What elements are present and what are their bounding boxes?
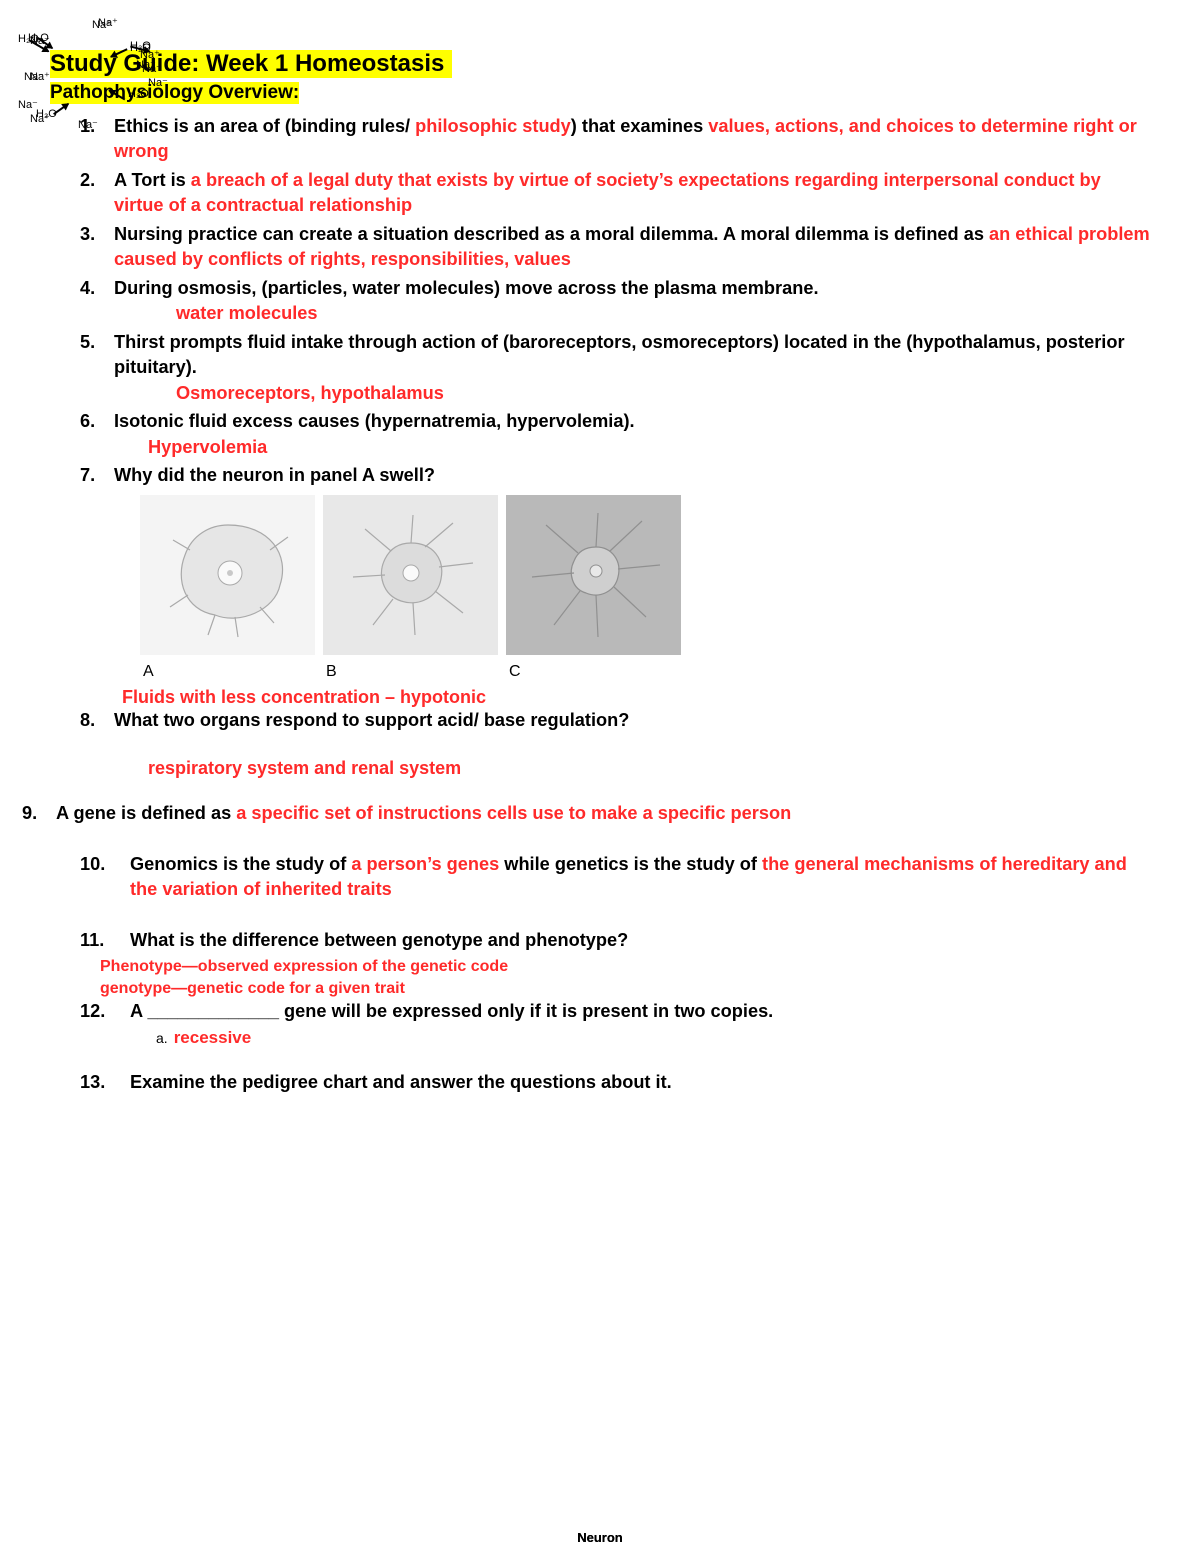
item-text: ) that examines bbox=[571, 116, 708, 136]
sub-list: a. recessive bbox=[156, 1028, 1150, 1048]
list-item: 10. Genomics is the study of a person’s … bbox=[80, 852, 1150, 903]
answer-inline: a breach of a legal duty that exists by … bbox=[114, 170, 1101, 215]
sub-marker: a. bbox=[156, 1030, 168, 1046]
ion-label: Na⁺ bbox=[136, 58, 156, 71]
answer-line: water molecules bbox=[176, 301, 1150, 326]
ion-label: Na⁻ bbox=[24, 70, 44, 83]
item-number: 10. bbox=[80, 852, 105, 877]
sub-list-item: a. recessive bbox=[156, 1028, 1150, 1048]
neuron-caption: Neuron bbox=[0, 1530, 1200, 1545]
item-text: Nursing practice can create a situation … bbox=[114, 224, 989, 244]
item-text: Why did the neuron in panel A swell? bbox=[114, 465, 435, 485]
item-text: while genetics is the study of bbox=[499, 854, 762, 874]
panel-letter: A bbox=[143, 663, 315, 681]
list-item: 12. A _____________ gene will be express… bbox=[80, 999, 1150, 1024]
item-text: What is the difference between genotype … bbox=[130, 930, 628, 950]
item-text: A gene is defined as bbox=[56, 803, 236, 823]
ion-label: Na⁻ bbox=[30, 34, 50, 47]
item-text: Examine the pedigree chart and answer th… bbox=[130, 1072, 672, 1092]
answer-phenotype: Phenotype—observed expression of the gen… bbox=[100, 956, 1150, 978]
list-item: 13. Examine the pedigree chart and answe… bbox=[80, 1070, 1150, 1095]
answer-line: Osmoreceptors, hypothalamus bbox=[176, 381, 1150, 406]
item-text: During osmosis, (particles, water molecu… bbox=[114, 278, 819, 298]
item-number: 5. bbox=[80, 330, 95, 355]
neuron-diagram: H₂O Na⁺ Na⁻ Neuron A Na⁺ H₂O bbox=[140, 495, 1150, 681]
list-item: 8. What two organs respond to support ac… bbox=[80, 708, 1150, 733]
item-text: Ethics is an area of (binding rules/ bbox=[114, 116, 415, 136]
answer-genotype: genotype—genetic code for a given trait bbox=[100, 978, 1150, 1000]
ion-label: Na⁻ bbox=[18, 98, 38, 111]
list-item: 9. A gene is defined as a specific set o… bbox=[22, 801, 1150, 826]
item-number: 13. bbox=[80, 1070, 105, 1095]
list-item: 7. Why did the neuron in panel A swell? bbox=[80, 463, 1150, 488]
answer-line: Fluids with less concentration – hypoton… bbox=[122, 687, 1150, 708]
list-item: 11. What is the difference between genot… bbox=[80, 928, 1150, 953]
list-item: 6. Isotonic fluid excess causes (hyperna… bbox=[80, 409, 1150, 460]
list-item: 2. A Tort is a breach of a legal duty th… bbox=[80, 168, 1150, 219]
item-number: 9. bbox=[22, 801, 37, 826]
item-number: 7. bbox=[80, 463, 95, 488]
diagram-panel-a: H₂O Na⁺ Na⁻ Neuron A bbox=[140, 495, 315, 681]
item-text: Isotonic fluid excess causes (hypernatre… bbox=[114, 411, 635, 431]
neuron-panel-c-svg bbox=[506, 495, 681, 655]
ion-label: Na⁺ bbox=[98, 16, 118, 29]
answer-line: respiratory system and renal system bbox=[148, 758, 1150, 779]
ion-label: Na⁻ bbox=[78, 118, 98, 131]
list-item: 4. During osmosis, (particles, water mol… bbox=[80, 276, 1150, 327]
ion-label: H₂O bbox=[128, 88, 149, 100]
ion-label: Na⁻ bbox=[148, 76, 168, 89]
item-number: 3. bbox=[80, 222, 95, 247]
item-number: 11. bbox=[80, 928, 104, 953]
question-list: 1. Ethics is an area of (binding rules/ … bbox=[80, 114, 1150, 1095]
list-item: 5. Thirst prompts fluid intake through a… bbox=[80, 330, 1150, 406]
panel-letter: C bbox=[509, 663, 681, 681]
diagram-panel-c: Na⁺ Na⁻ H₂O Na⁺ Na⁻ Na⁻ Na⁺ Neuron C bbox=[506, 495, 681, 681]
sub-answer: recessive bbox=[174, 1028, 252, 1047]
item-number: 6. bbox=[80, 409, 95, 434]
section-subtitle: Pathophysiology Overview: bbox=[50, 82, 299, 104]
item-text: A Tort is bbox=[114, 170, 191, 190]
answer-inline: a person’s genes bbox=[351, 854, 499, 874]
answer-inline: a specific set of instructions cells use… bbox=[236, 803, 791, 823]
item-number: 8. bbox=[80, 708, 95, 733]
item-number: 12. bbox=[80, 999, 105, 1024]
diagram-panel-b: Na⁺ H₂O H₂O Na⁺ Na⁺ H₂O H₂O Na⁻ Neuron B bbox=[323, 495, 498, 681]
panel-letter: B bbox=[326, 663, 498, 681]
list-item: 1. Ethics is an area of (binding rules/ … bbox=[80, 114, 1150, 165]
item-text: A _____________ gene will be expressed o… bbox=[130, 1001, 773, 1021]
answer-line: Hypervolemia bbox=[148, 435, 1150, 460]
item-number: 2. bbox=[80, 168, 95, 193]
ion-label: Na⁺ bbox=[30, 112, 50, 125]
list-item: 3. Nursing practice can create a situati… bbox=[80, 222, 1150, 273]
item-text: What two organs respond to support acid/… bbox=[114, 710, 629, 730]
study-guide-page: Study Guide: Week 1 Homeostasis Pathophy… bbox=[0, 0, 1200, 1553]
item-text: Genomics is the study of bbox=[130, 854, 351, 874]
answer-inline: philosophic study bbox=[415, 116, 571, 136]
item-text: Thirst prompts fluid intake through acti… bbox=[114, 332, 1125, 377]
item-number: 4. bbox=[80, 276, 95, 301]
neuron-panel-a-svg bbox=[140, 495, 315, 655]
neuron-panel-b-svg bbox=[323, 495, 498, 655]
